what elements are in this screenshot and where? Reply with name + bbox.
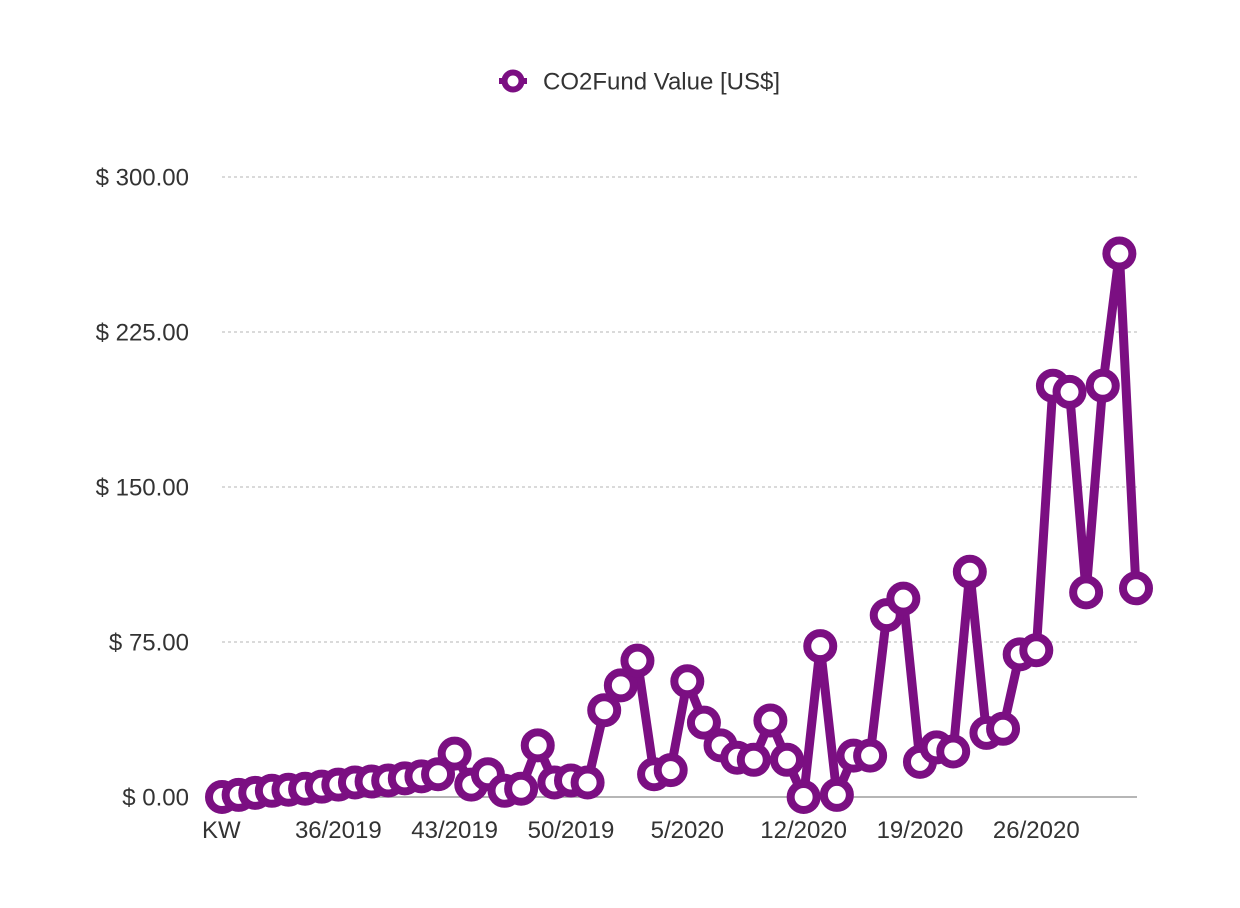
x-tick-label: 43/2019 [411, 817, 498, 844]
data-point[interactable] [670, 664, 705, 699]
data-point[interactable] [653, 753, 688, 788]
data-point[interactable] [936, 734, 971, 769]
data-point[interactable] [421, 757, 456, 792]
data-point[interactable] [952, 554, 987, 589]
legend-label: CO2Fund Value [US$] [543, 69, 780, 96]
x-tick-label: 12/2020 [760, 817, 847, 844]
data-point[interactable] [1019, 633, 1054, 668]
data-point[interactable] [753, 703, 788, 738]
y-tick-label: $ 225.00 [96, 320, 189, 347]
y-tick-label: $ 75.00 [109, 630, 189, 657]
data-point[interactable] [1052, 374, 1087, 409]
data-point[interactable] [770, 742, 805, 777]
x-tick-label: 36/2019 [295, 817, 382, 844]
data-point[interactable] [437, 736, 472, 771]
data-point[interactable] [504, 771, 539, 806]
data-point[interactable] [1102, 236, 1137, 271]
x-tick-label: 26/2020 [993, 817, 1080, 844]
data-point[interactable] [786, 780, 821, 814]
data-point[interactable] [1119, 571, 1153, 606]
legend-circle-marker [501, 69, 525, 93]
x-tick-label: KW [202, 817, 241, 844]
series-co2fund-value [205, 236, 1153, 814]
data-point[interactable] [886, 581, 921, 616]
y-tick-label: $ 0.00 [122, 785, 189, 812]
y-tick-label: $ 300.00 [96, 165, 189, 192]
x-tick-label: 50/2019 [528, 817, 615, 844]
data-point[interactable] [736, 742, 771, 777]
data-point[interactable] [587, 693, 622, 728]
gridlines [222, 176, 1137, 643]
legend[interactable]: CO2Fund Value [US$] [499, 69, 780, 96]
y-axis-labels: $ 0.00 $ 75.00 $ 150.00 $ 225.00 $ 300.00 [96, 165, 189, 812]
data-point[interactable] [570, 765, 605, 800]
data-point[interactable] [520, 728, 555, 763]
y-tick-label: $ 150.00 [96, 475, 189, 502]
data-point[interactable] [986, 711, 1021, 746]
data-point[interactable] [1069, 575, 1104, 610]
data-point[interactable] [853, 738, 888, 773]
data-point[interactable] [1085, 368, 1120, 403]
data-point[interactable] [620, 643, 655, 678]
x-tick-label: 19/2020 [877, 817, 964, 844]
x-axis-labels: KW 36/2019 43/2019 50/2019 5/2020 12/2020 19/2… [202, 817, 1080, 844]
data-point[interactable] [603, 668, 638, 703]
data-point[interactable] [686, 705, 721, 740]
data-point[interactable] [803, 629, 838, 664]
data-point[interactable] [819, 777, 854, 812]
x-tick-label: 5/2020 [651, 817, 724, 844]
